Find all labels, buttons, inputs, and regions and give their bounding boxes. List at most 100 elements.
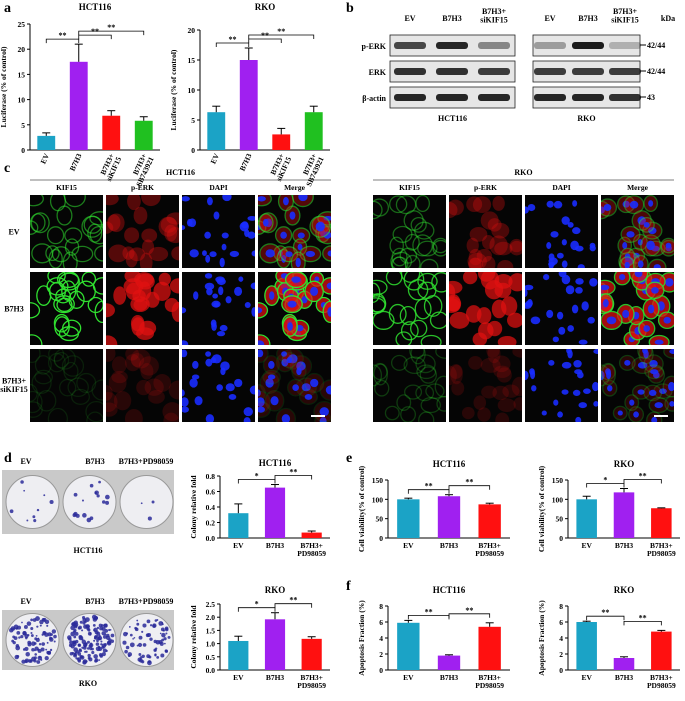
colony xyxy=(40,647,45,652)
cell-nucleus xyxy=(202,250,207,256)
cell-green xyxy=(258,302,269,319)
colony xyxy=(100,640,103,643)
cell-nucleus xyxy=(629,399,635,406)
colony xyxy=(145,633,150,638)
cell-red xyxy=(649,259,666,268)
cell-green xyxy=(638,349,654,365)
cell-red xyxy=(153,281,171,302)
cell-green xyxy=(58,272,80,291)
cell-green xyxy=(400,272,421,283)
cell-green xyxy=(628,272,649,283)
blot-band xyxy=(534,68,566,75)
cell-green xyxy=(30,349,41,364)
cell-nucleus xyxy=(286,357,293,364)
colony xyxy=(91,650,95,655)
cell-green xyxy=(420,334,442,345)
cell-green xyxy=(660,237,674,254)
cell-nucleus xyxy=(182,397,189,407)
cell-nucleus xyxy=(607,385,613,392)
colony xyxy=(68,637,72,641)
colony xyxy=(101,626,106,632)
cell-green xyxy=(412,234,433,257)
y-axis-label: Cell viability(% of control) xyxy=(357,465,366,552)
cell-green xyxy=(262,369,281,385)
colony xyxy=(89,483,94,488)
colony xyxy=(138,635,143,640)
cell-green xyxy=(417,281,437,300)
colony xyxy=(133,636,136,639)
cell-nucleus xyxy=(325,385,331,395)
bar xyxy=(437,496,461,538)
cell-nucleus xyxy=(296,367,302,376)
colony xyxy=(81,629,84,632)
cell-red xyxy=(106,402,118,417)
y-tick-label: 6 xyxy=(379,618,383,627)
cell-green xyxy=(396,394,412,411)
cell-nucleus xyxy=(669,401,674,407)
cell-nucleus xyxy=(207,197,213,206)
bar xyxy=(207,112,226,150)
y-tick-label: 0.6 xyxy=(206,488,216,497)
cell-nucleus xyxy=(525,284,534,291)
colony xyxy=(51,629,57,634)
colony xyxy=(142,643,147,647)
cell-red xyxy=(125,349,140,361)
bar xyxy=(304,112,323,150)
cell-green xyxy=(660,239,674,257)
y-tick-label: 0 xyxy=(559,534,563,543)
cell-nucleus xyxy=(589,278,598,287)
cell-red xyxy=(496,367,512,383)
blot-band xyxy=(436,68,468,75)
colony xyxy=(23,489,26,492)
cell-red xyxy=(482,235,495,250)
if-channel-label: Merge xyxy=(284,183,305,192)
y-tick-label: 50 xyxy=(376,515,384,524)
significance-label: ** xyxy=(465,478,473,487)
cell-green xyxy=(637,349,653,360)
colony xyxy=(163,642,166,645)
cell-green xyxy=(645,281,665,300)
cell-green xyxy=(276,349,293,362)
significance-label: ** xyxy=(639,472,647,481)
cell-green xyxy=(410,319,428,338)
colony xyxy=(140,502,143,505)
colony xyxy=(43,494,46,497)
colony xyxy=(47,650,51,655)
cell-green xyxy=(400,321,419,341)
cell-nucleus xyxy=(297,232,305,239)
cell-green xyxy=(61,355,85,377)
cell-red xyxy=(122,246,135,260)
if-cells xyxy=(373,272,446,345)
y-tick-label: 10 xyxy=(188,86,196,95)
error-bar xyxy=(212,105,221,113)
plate xyxy=(119,613,174,667)
cell-green xyxy=(643,195,658,213)
plate xyxy=(119,475,174,529)
cell-nucleus xyxy=(546,242,552,250)
cell-nucleus xyxy=(221,232,229,239)
x-tick-label: EV xyxy=(403,541,414,550)
cell-red xyxy=(508,273,522,292)
significance-label: ** xyxy=(91,27,99,36)
cell-red xyxy=(512,349,522,358)
colony xyxy=(97,645,101,649)
cell-green xyxy=(62,319,82,337)
plate-cell-line: HCT116 xyxy=(74,546,103,555)
cell-red xyxy=(489,235,508,256)
cell-red xyxy=(494,282,512,298)
colony xyxy=(154,619,158,622)
if-cells xyxy=(449,349,522,422)
colony xyxy=(36,508,40,512)
bar xyxy=(301,532,322,538)
cell-green xyxy=(644,364,665,380)
cell-nucleus xyxy=(205,254,211,263)
colony xyxy=(49,636,53,640)
cell-nucleus xyxy=(189,378,198,388)
cell-nucleus xyxy=(643,222,650,228)
if-cells xyxy=(106,272,179,345)
error-bar xyxy=(307,636,316,639)
bar xyxy=(576,622,597,670)
cell-red xyxy=(461,406,475,420)
cell-nucleus xyxy=(182,307,187,314)
